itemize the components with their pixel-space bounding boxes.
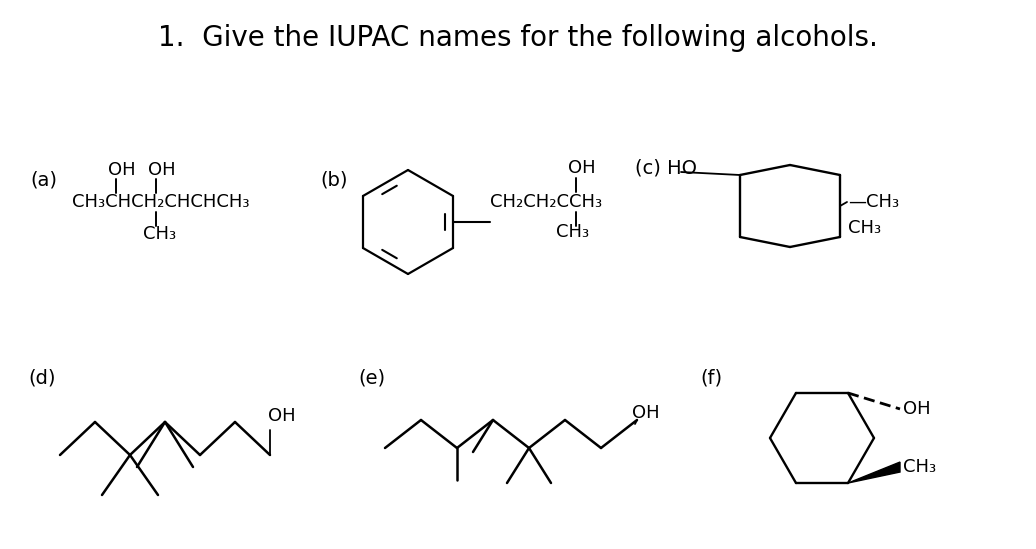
Text: —CH₃: —CH₃ (848, 193, 899, 211)
Text: OH: OH (268, 407, 295, 425)
Text: 1.  Give the IUPAC names for the following alcohols.: 1. Give the IUPAC names for the followin… (159, 24, 877, 52)
Text: (b): (b) (320, 171, 347, 189)
Text: OH: OH (148, 161, 176, 179)
Text: (d): (d) (28, 368, 56, 388)
Text: CH₃: CH₃ (903, 458, 937, 476)
Text: (c) HO: (c) HO (635, 159, 697, 177)
Text: CH₃CHCH₂CHCHCH₃: CH₃CHCH₂CHCHCH₃ (71, 193, 250, 211)
Text: CH₃: CH₃ (143, 225, 176, 243)
Text: CH₂CH₂CCH₃: CH₂CH₂CCH₃ (490, 193, 602, 211)
Text: CH₃: CH₃ (848, 219, 882, 237)
Polygon shape (848, 462, 900, 483)
Text: CH₃: CH₃ (556, 223, 589, 241)
Text: (e): (e) (358, 368, 385, 388)
Text: OH: OH (903, 400, 930, 418)
Text: OH: OH (632, 404, 660, 422)
Text: OH: OH (568, 159, 596, 177)
Text: (a): (a) (30, 171, 57, 189)
Text: (f): (f) (700, 368, 722, 388)
Text: OH: OH (108, 161, 136, 179)
